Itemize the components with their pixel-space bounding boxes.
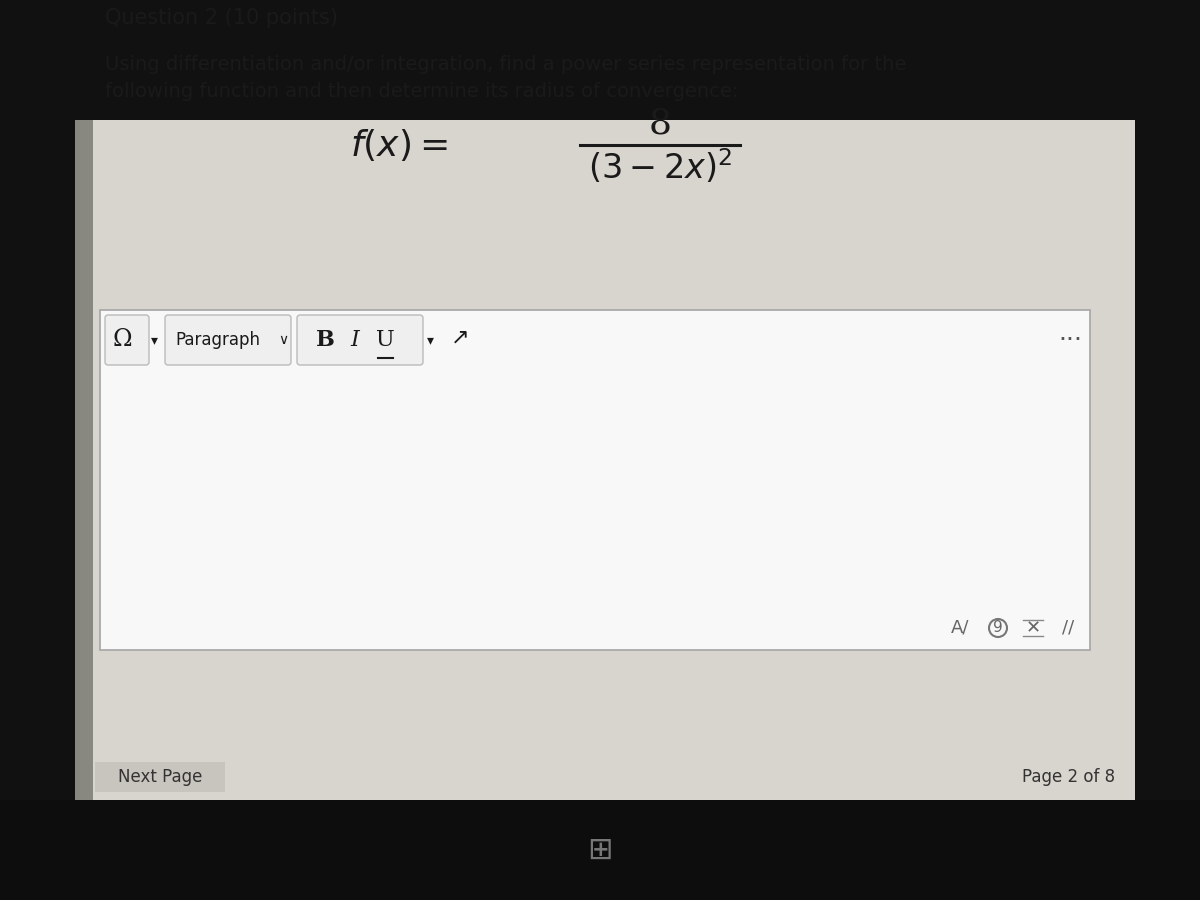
Text: I: I [350, 329, 359, 351]
Text: ✕: ✕ [1026, 619, 1040, 637]
Text: 9: 9 [994, 620, 1003, 635]
FancyBboxPatch shape [74, 120, 1135, 800]
Text: Ω: Ω [112, 328, 132, 352]
Text: ⊞: ⊞ [587, 835, 613, 865]
Text: $(3-2x)^2$: $(3-2x)^2$ [588, 148, 732, 186]
FancyBboxPatch shape [74, 120, 94, 800]
Text: //: // [1062, 619, 1074, 637]
FancyBboxPatch shape [0, 800, 1200, 900]
Text: 8: 8 [648, 106, 672, 140]
FancyBboxPatch shape [166, 315, 292, 365]
Text: Paragraph: Paragraph [175, 331, 260, 349]
Text: $f(x) =$: $f(x) =$ [350, 127, 448, 163]
Text: Using differentiation and/or integration, find a power series representation for: Using differentiation and/or integration… [106, 55, 906, 74]
Text: B: B [316, 329, 335, 351]
Text: Page 2 of 8: Page 2 of 8 [1022, 768, 1115, 786]
FancyBboxPatch shape [100, 310, 1090, 650]
Text: ∨: ∨ [278, 333, 288, 347]
FancyBboxPatch shape [298, 315, 424, 365]
Text: ↗: ↗ [451, 328, 469, 348]
Text: Question 2 (10 points): Question 2 (10 points) [106, 8, 338, 28]
Text: following function and then determine its radius of convergence:: following function and then determine it… [106, 82, 738, 101]
Text: ▾: ▾ [150, 333, 157, 347]
Text: Next Page: Next Page [118, 768, 202, 786]
Text: ···: ··· [1058, 328, 1082, 352]
FancyBboxPatch shape [95, 762, 226, 792]
FancyBboxPatch shape [106, 315, 149, 365]
Text: ▾: ▾ [426, 333, 433, 347]
Text: A/: A/ [950, 619, 970, 637]
Text: U: U [376, 329, 395, 351]
